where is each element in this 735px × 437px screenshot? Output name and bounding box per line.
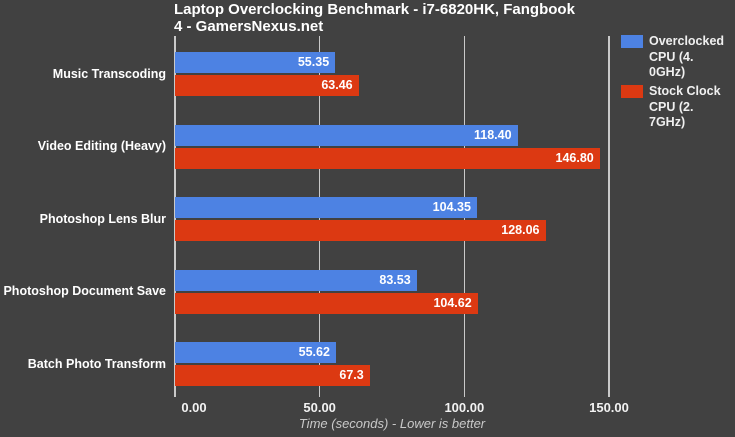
legend-label: Stock Clock CPU (2. 7GHz) bbox=[649, 84, 721, 131]
bar-overclocked-4: 83.53 bbox=[175, 269, 417, 291]
x-tick-label-100: 100.00 bbox=[444, 400, 485, 415]
gridline-150 bbox=[608, 36, 610, 388]
bar-value-label: 118.40 bbox=[474, 127, 512, 142]
category-label-3: Photoshop Lens Blur bbox=[39, 211, 166, 226]
bar-overclocked-3: 104.35 bbox=[175, 197, 477, 219]
legend-label-line: 0GHz) bbox=[649, 65, 686, 79]
bar-value-label: 104.62 bbox=[433, 295, 472, 310]
bar-value-label: 146.80 bbox=[555, 150, 594, 165]
legend-swatch-icon bbox=[621, 35, 643, 48]
category-label-4: Photoshop Document Save bbox=[3, 284, 166, 299]
bar-value-label: 67.3 bbox=[339, 368, 364, 383]
legend-label-line: Stock Clock bbox=[649, 84, 721, 98]
x-tick-label-150: 150.00 bbox=[589, 400, 629, 415]
category-label-2: Video Editing (Heavy) bbox=[37, 139, 166, 154]
x-tick-label-0: 0.00 bbox=[181, 400, 207, 415]
bar-value-label: 63.46 bbox=[321, 78, 353, 92]
bar-overclocked-5: 55.62 bbox=[175, 342, 336, 364]
legend-label-line: 7GHz) bbox=[649, 115, 686, 129]
legend-label: Overclocked CPU (4. 0GHz) bbox=[649, 34, 724, 81]
bar-overclocked-2: 118.40 bbox=[175, 124, 518, 146]
axis-tick-100 bbox=[463, 388, 466, 397]
chart-title: Laptop Overclocking Benchmark - i7-6820H… bbox=[174, 1, 575, 35]
bar-stock-3: 128.06 bbox=[175, 220, 546, 242]
axis-tick-50 bbox=[318, 388, 321, 397]
bar-stock-5: 67.3 bbox=[175, 365, 370, 387]
bar-stock-2: 146.80 bbox=[175, 147, 600, 169]
axis-tick-0 bbox=[174, 388, 176, 397]
category-label-5: Batch Photo Transform bbox=[27, 356, 166, 371]
axis-tick-150 bbox=[608, 388, 610, 397]
bar-value-label: 55.35 bbox=[297, 55, 330, 69]
legend-label-line: CPU (2. bbox=[649, 99, 694, 114]
bar-value-label: 104.35 bbox=[432, 200, 471, 215]
x-tick-label-50: 50.00 bbox=[303, 400, 336, 415]
bar-overclocked-1: 55.35 bbox=[175, 52, 336, 73]
bar-stock-1: 63.46 bbox=[175, 75, 359, 96]
legend-swatch-icon bbox=[621, 85, 643, 98]
legend-label-line: CPU (4. bbox=[649, 49, 694, 64]
bar-value-label: 128.06 bbox=[501, 223, 540, 238]
legend-label-line: Overclocked bbox=[649, 34, 725, 48]
chart-title-line-1: Laptop Overclocking Benchmark - i7-6820H… bbox=[174, 1, 575, 18]
category-label-1: Music Transcoding bbox=[52, 66, 166, 81]
x-axis-title: Time (seconds) - Lower is better bbox=[298, 416, 486, 431]
bar-value-label: 55.62 bbox=[298, 345, 330, 360]
bar-stock-4: 104.62 bbox=[175, 292, 478, 314]
chart-title-line-2: 4 - GamersNexus.net bbox=[174, 17, 324, 35]
bar-value-label: 83.53 bbox=[379, 272, 411, 287]
